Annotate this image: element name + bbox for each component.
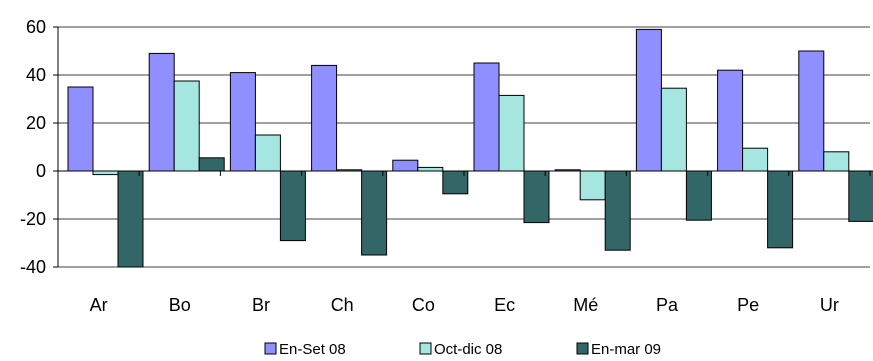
bar-Br-en-set-08	[229, 72, 256, 172]
bar-Co-en-set-08	[392, 159, 419, 172]
x-tick-label: Ch	[331, 295, 354, 315]
bar-Bo-en-set-08	[148, 52, 175, 172]
bar-Ar-oct-dic-08	[92, 170, 119, 176]
bar-Co-oct-dic-08	[417, 166, 444, 172]
x-tick-label: Ar	[90, 295, 108, 315]
y-tick-label: 60	[26, 17, 46, 37]
bar-Ch-en-mar-09	[361, 170, 388, 256]
bar-Pe-en-set-08	[717, 69, 744, 172]
bar-Br-en-mar-09	[279, 170, 306, 242]
bar-Bo-en-mar-09	[198, 157, 225, 172]
bar-Pa-en-set-08	[635, 28, 662, 172]
x-tick-label: Ur	[820, 295, 839, 315]
y-tick-label: 0	[36, 161, 46, 181]
bar-Pa-oct-dic-08	[660, 87, 687, 172]
legend-swatch	[576, 342, 589, 355]
bar-Ec-en-set-08	[473, 62, 500, 172]
x-tick-label: Ec	[494, 295, 515, 315]
legend-label: Oct-dic 08	[434, 341, 502, 358]
legend-label: En-Set 08	[279, 341, 346, 358]
bar-Br-oct-dic-08	[254, 134, 281, 172]
bar-Ch-en-set-08	[311, 64, 338, 172]
bar-Ec-oct-dic-08	[498, 94, 525, 172]
bar-Ar-en-mar-09	[117, 170, 144, 268]
x-tick-label: Co	[412, 295, 435, 315]
bar-Mé-en-mar-09	[604, 170, 631, 251]
x-tick-label: Pa	[656, 295, 679, 315]
legend-swatch	[264, 342, 277, 355]
legend-label: En-mar 09	[591, 341, 661, 358]
bar-Pe-en-mar-09	[767, 170, 794, 249]
legend: En-Set 08 Oct-dic 08 En-mar 09	[264, 341, 661, 358]
y-tick-label: -20	[20, 209, 46, 229]
y-tick-label: -40	[20, 257, 46, 277]
x-tick-label: Mé	[573, 295, 598, 315]
y-tick-label: 40	[26, 65, 46, 85]
x-tick-labels: Ar Bo Br Ch Co Ec Mé Pa Pe Ur	[90, 295, 839, 315]
bar-Bo-oct-dic-08	[173, 80, 200, 172]
bar-Pa-en-mar-09	[685, 170, 712, 221]
y-tick-label: 20	[26, 113, 46, 133]
x-tick-label: Pe	[737, 295, 759, 315]
bar-Ur-oct-dic-08	[823, 151, 850, 172]
axes	[53, 26, 871, 268]
bar-Ec-en-mar-09	[523, 170, 550, 224]
legend-swatch	[419, 342, 432, 355]
bar-Ar-en-set-08	[67, 86, 94, 172]
bars	[67, 28, 873, 268]
bar-Pe-oct-dic-08	[742, 147, 769, 172]
x-tick-label: Bo	[169, 295, 191, 315]
x-tick-label: Br	[252, 295, 270, 315]
y-tick-labels: -40 -20 0 20 40 60	[20, 17, 46, 277]
bar-Ur-en-set-08	[798, 50, 825, 172]
bar-Ur-en-mar-09	[848, 170, 873, 222]
bar-Mé-oct-dic-08	[579, 170, 606, 201]
